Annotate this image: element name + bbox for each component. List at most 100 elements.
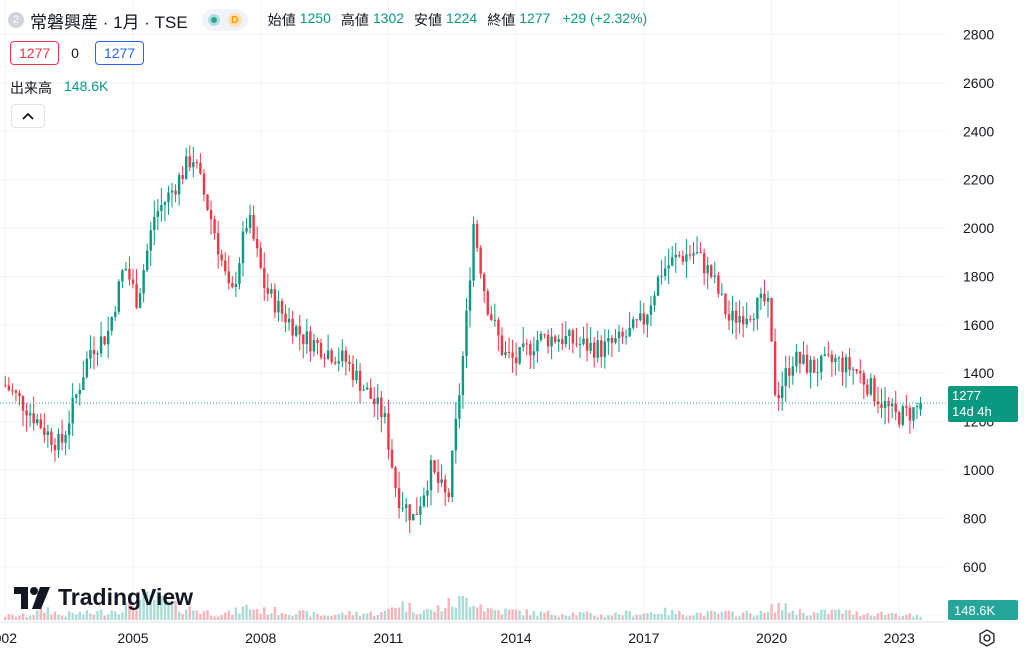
price-axis[interactable]: 2800260024002200200018001600140012001000… [963, 27, 994, 624]
delay-badge: D [227, 13, 242, 27]
candle-body [355, 370, 358, 381]
candle-body [323, 357, 326, 359]
candle-body [294, 326, 298, 336]
volume-bar [245, 604, 248, 620]
candle-body [369, 387, 372, 399]
volume-bar [96, 610, 99, 620]
buy-button[interactable]: 1277 [94, 41, 145, 65]
candle-body [75, 394, 78, 398]
volume-bar [181, 613, 184, 620]
candle-body [131, 279, 135, 284]
volume-bar [89, 613, 92, 620]
candle-body [433, 460, 436, 473]
candle-body [472, 223, 475, 281]
candle-body [550, 336, 553, 347]
volume-bar [898, 616, 901, 620]
candle-body [202, 173, 206, 195]
volume-bar [692, 615, 695, 620]
status-pill[interactable]: D [201, 9, 248, 31]
candle-body [798, 351, 802, 364]
volume-legend: 出来高 148.6K [10, 78, 108, 98]
candle-body [248, 214, 252, 228]
candle-body [224, 260, 227, 272]
volume-bar [138, 599, 142, 620]
volume-bar [883, 615, 887, 620]
volume-bar [82, 614, 85, 620]
volume-bar [837, 609, 841, 620]
volume-bar [727, 610, 731, 620]
candle-body [720, 293, 724, 295]
candle-body [795, 351, 798, 367]
time-tick-label: 2020 [756, 630, 787, 646]
volume-bar [592, 615, 596, 620]
candle-body [337, 361, 340, 364]
volume-bar [731, 611, 734, 620]
volume-bar [149, 595, 152, 620]
volume-bar [699, 612, 702, 620]
volume-bar [351, 615, 355, 620]
volume-bar [330, 615, 333, 620]
collapse-legend-button[interactable] [11, 104, 45, 128]
volume-bar [75, 614, 78, 620]
candle-body [834, 358, 837, 363]
volume-bar [752, 616, 756, 620]
candle-body [702, 253, 706, 274]
candle-body [89, 349, 92, 359]
volume-bar [174, 600, 177, 620]
candle-body [103, 336, 106, 345]
volume-bar [504, 608, 507, 620]
volume-bar [266, 614, 270, 620]
volume-bar [156, 591, 160, 620]
volume-bar [294, 614, 298, 620]
candle-body [60, 433, 64, 443]
volume-bar [759, 610, 763, 620]
candle-body [461, 356, 465, 396]
volume-bar [383, 610, 387, 620]
candle-body [589, 342, 592, 351]
volume-bar [550, 614, 553, 620]
candle-body [28, 413, 32, 416]
candle-body [85, 358, 89, 378]
candle-body [259, 248, 262, 269]
candle-body [585, 338, 589, 351]
candle-body [209, 209, 213, 220]
tradingview-logo[interactable]: TradingView [14, 584, 193, 611]
volume-bar [199, 613, 202, 620]
volume-bar [479, 604, 482, 620]
volume-bar [362, 613, 365, 620]
candle-body [908, 407, 912, 421]
volume-bar [862, 614, 865, 620]
settings-gear-icon[interactable] [978, 629, 996, 647]
volume-bar [447, 597, 450, 620]
candle-body [699, 252, 702, 254]
candle-body [887, 401, 890, 407]
candle-body [53, 444, 57, 451]
volume-bar [688, 615, 692, 620]
candle-body [92, 349, 96, 355]
volume-bar [298, 610, 301, 620]
candle-body [71, 397, 74, 424]
volume-bar [653, 613, 656, 620]
volume-bar [685, 616, 688, 620]
volume-bar [522, 615, 525, 620]
candle-body [490, 314, 493, 320]
candle-body [124, 268, 128, 271]
candle-body [185, 156, 188, 179]
volume-bar [291, 616, 294, 620]
candle-body [216, 233, 220, 255]
volume-bar [355, 611, 358, 620]
volume-bar [188, 605, 191, 620]
candle-body [543, 333, 546, 335]
price-tick-label: 2600 [963, 75, 994, 91]
candle-body [255, 238, 259, 249]
volume-bar [259, 613, 262, 620]
candle-body [227, 271, 230, 284]
sell-button[interactable]: 1277 [10, 41, 60, 65]
volume-bar [238, 613, 241, 620]
time-axis[interactable]: 002 2005 2008 2011 2014 2017 2020 2023 [0, 621, 946, 646]
symbol-title[interactable]: 常磐興産 · 1月 · TSE [30, 12, 188, 32]
volume-bar [220, 615, 223, 620]
price-tick-label: 1800 [963, 268, 994, 284]
volume-bar [894, 613, 897, 620]
